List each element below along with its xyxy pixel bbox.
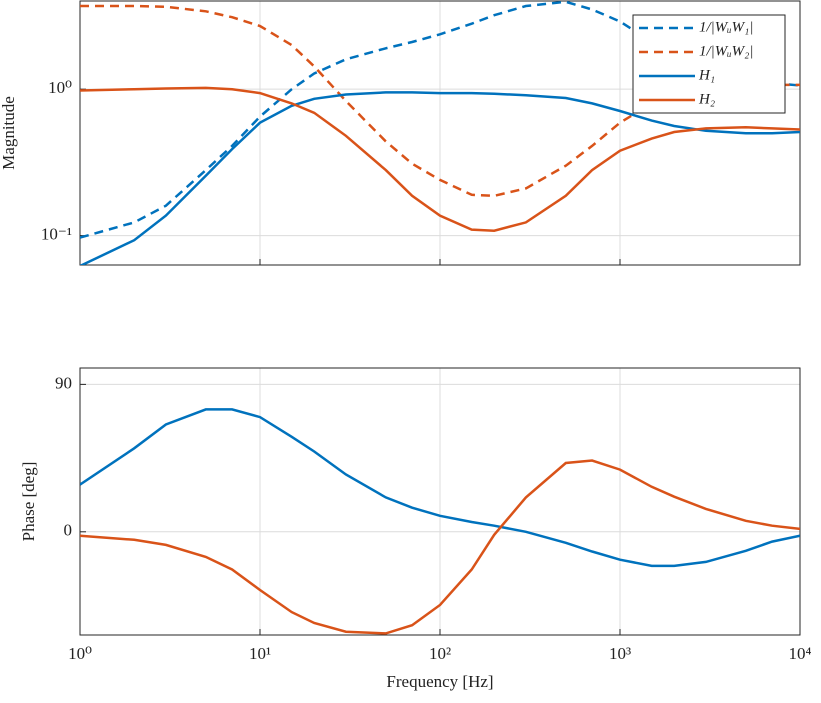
x-tick-label: 10² [429,644,451,663]
legend-label: H₁ [698,67,715,83]
series-line [80,91,800,265]
x-tick-label: 10³ [609,644,631,663]
y-tick-label: 90 [55,373,72,392]
legend-label: 1/|WᵤW₁| [699,19,754,35]
legend-label: 1/|WᵤW₂| [699,43,754,59]
series-line [80,408,800,568]
legend-label: H₂ [698,91,715,107]
y-axis-label: Magnitude [0,96,18,170]
legend-box [632,14,786,114]
y-tick-label: 0 [64,521,73,540]
axes-box [79,367,801,636]
y-tick-label: 10⁰ [48,78,72,97]
y-axis-label: Phase [deg] [19,462,38,542]
y-tick-label: 10⁻¹ [41,225,72,244]
x-axis-label: Frequency [Hz] [386,672,493,691]
series-line [80,459,800,635]
x-tick-label: 10⁴ [789,644,812,663]
series-line [80,86,800,232]
x-tick-label: 10⁰ [68,644,92,663]
x-tick-label: 10¹ [249,644,271,663]
